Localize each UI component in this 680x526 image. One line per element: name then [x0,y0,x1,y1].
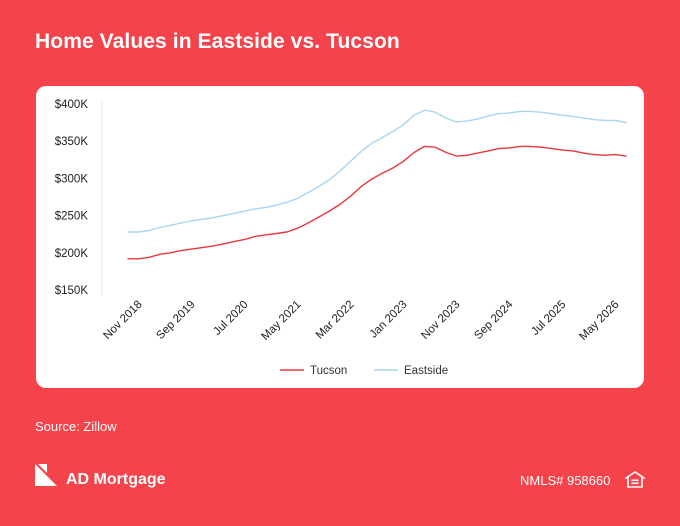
x-tick-label: Mar 2022 [314,299,357,342]
ad-mortgage-logo-icon [35,464,57,486]
y-tick-label: $150K [55,285,89,297]
x-tick-label: May 2026 [577,299,621,343]
y-axis: $400K $350K $300K $250K $200K $150K [55,99,89,297]
x-axis: Nov 2018 Sep 2019 Jul 2020 May 2021 Mar 2022… [101,298,621,343]
y-tick-label: $250K [55,211,89,223]
chart-title: Home Values in Eastside vs. Tucson [35,30,400,53]
brand-name: AD Mortgage [66,471,166,488]
x-tick-label: Jul 2020 [211,299,250,338]
series-line-tucson [127,145,627,260]
legend[interactable]: Tucson Eastside [280,365,448,377]
x-tick-label: Nov 2018 [101,299,144,342]
x-tick-label: Nov 2023 [419,299,462,342]
nmls-number: NMLS# 958660 [520,473,611,488]
chart-card: $400K $350K $300K $250K $200K $150K Nov 2018 S… [36,86,644,388]
x-tick-label: Sep 2024 [472,298,516,342]
x-tick-label: Jan 2023 [368,299,410,341]
legend-label-tucson[interactable]: Tucson [310,365,347,377]
source-note: Source: Zillow [35,419,117,434]
series-line-eastside [127,109,627,233]
line-chart: $400K$350K$300K$250K$200K$150K Nov 2018 S… [55,99,627,377]
y-tick-label: $400K [55,99,89,111]
series-lines [127,109,627,260]
legend-label-eastside[interactable]: Eastside [404,365,448,377]
y-tick-label: $350K [55,136,89,148]
x-tick-label: Sep 2019 [154,299,197,342]
x-tick-label: Jul 2025 [529,299,568,338]
x-tick-label: May 2021 [259,299,303,343]
equal-housing-icon [625,471,645,488]
y-tick-label: $300K [55,173,89,185]
y-tick-label: $200K [55,248,89,260]
